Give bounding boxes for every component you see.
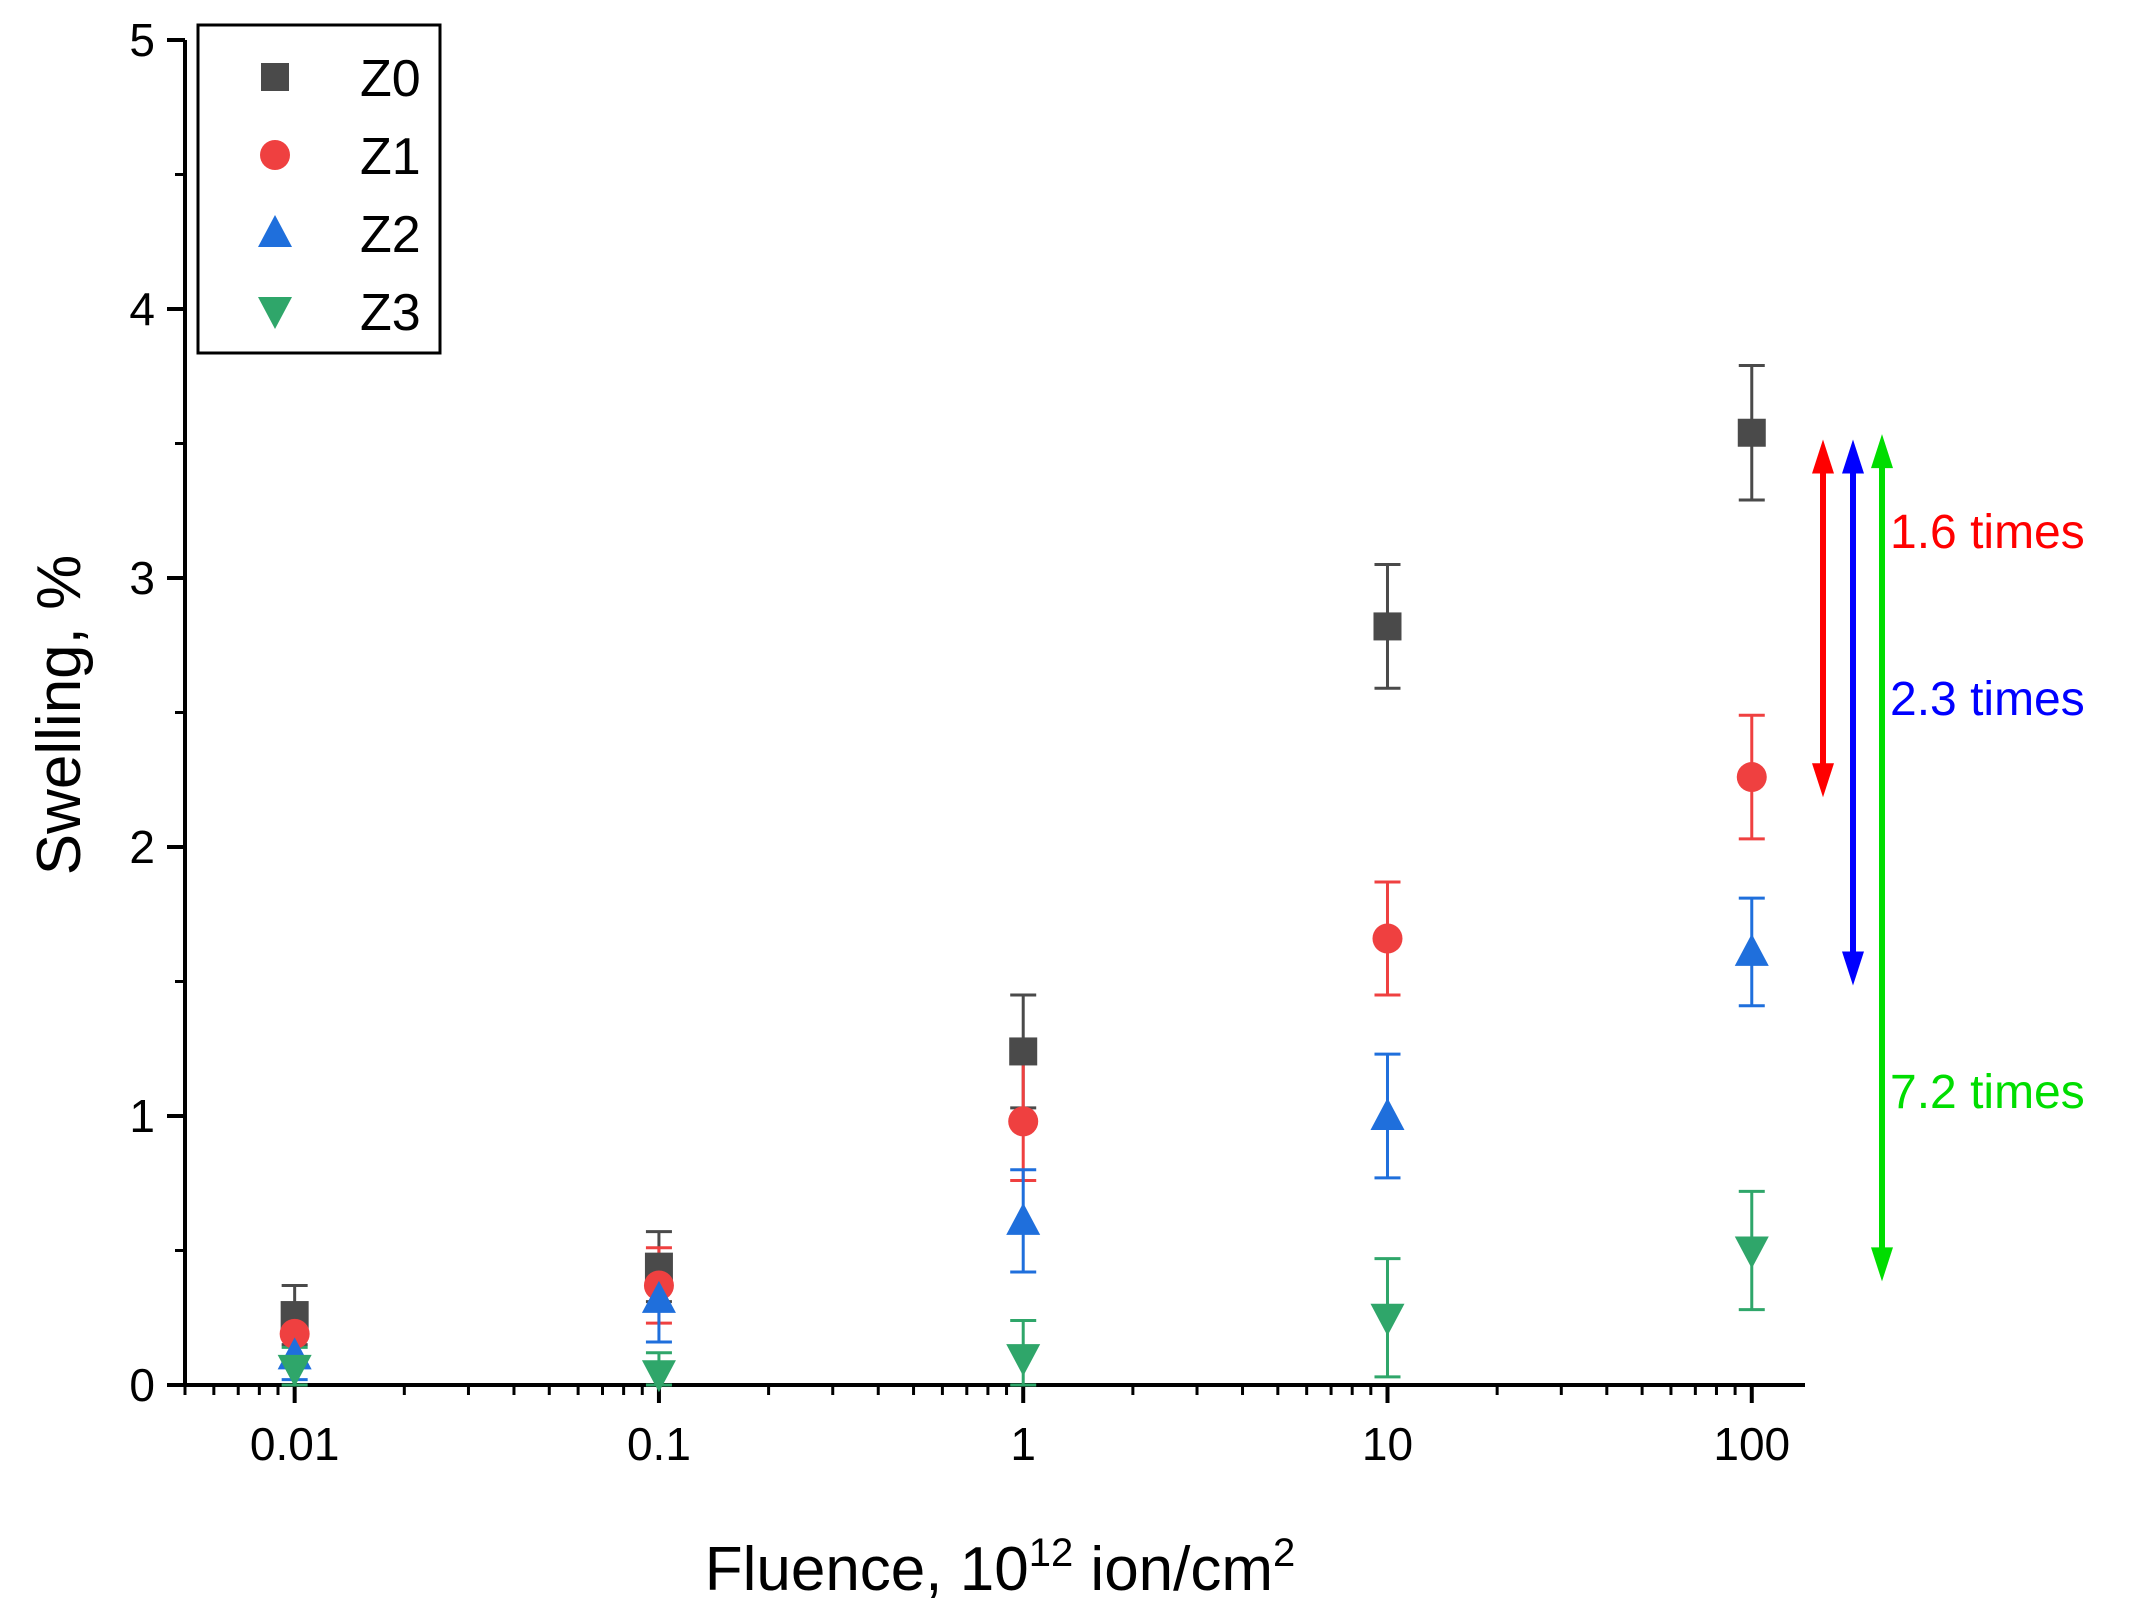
data-point-z2 <box>1734 933 1769 966</box>
annotation-arrowhead-top <box>1842 439 1864 474</box>
data-point-z0 <box>1009 1037 1038 1066</box>
legend-marker-z0 <box>261 63 289 91</box>
data-point-z3 <box>1734 1236 1769 1269</box>
axes-group: 0 1 2 3 4 5 0.01 0.1 1 10 100 <box>129 14 1805 1470</box>
y-tick-label: 0 <box>129 1359 155 1411</box>
legend: Z0 Z1 Z2 Z3 <box>196 23 442 355</box>
y-axis-title: Swelling, % <box>25 555 94 875</box>
y-tick-label: 4 <box>129 283 155 335</box>
data-point-z3 <box>1370 1303 1405 1336</box>
y-tick-label: 2 <box>129 821 155 873</box>
legend-marker-z3 <box>258 297 292 329</box>
y-tick-label: 5 <box>129 14 155 66</box>
legend-label-z0: Z0 <box>360 50 421 108</box>
y-tick-label: 1 <box>129 1090 155 1142</box>
x-tick-label: 1 <box>1010 1418 1036 1470</box>
annotation-label: 1.6 times <box>1890 506 2085 559</box>
annotation-label: 2.3 times <box>1890 673 2085 726</box>
x-tick-label: 0.1 <box>627 1418 691 1470</box>
data-point-z1 <box>1736 762 1767 793</box>
data-point-z2 <box>1006 1202 1041 1235</box>
data-point-z2 <box>1370 1098 1405 1130</box>
annotation-arrowhead-top <box>1871 434 1893 469</box>
data-point-z1 <box>1008 1106 1039 1137</box>
legend-label-z2: Z2 <box>360 206 421 264</box>
data-point-z0 <box>1737 418 1766 447</box>
data-point-z1 <box>279 1318 310 1349</box>
data-point-z3 <box>641 1360 676 1393</box>
data-point-z0 <box>1373 612 1402 641</box>
annotation-arrowhead-top <box>1812 439 1834 474</box>
annotation-arrowhead-bottom <box>1842 951 1864 986</box>
legend-marker-z1 <box>260 140 290 170</box>
legend-marker-z2 <box>258 215 292 247</box>
annotation-arrowhead-bottom <box>1871 1247 1893 1282</box>
x-axis-title: Fluence, 1012 ion/cm2 <box>705 1531 1296 1604</box>
data-point-z3 <box>1006 1344 1041 1377</box>
annotations: 1.6 times 2.3 times 7.2 times <box>1812 434 2085 1282</box>
annotation-label: 7.2 times <box>1890 1066 2085 1119</box>
data-point-z3 <box>277 1354 312 1387</box>
legend-label-z1: Z1 <box>360 128 421 186</box>
x-tick-label: 100 <box>1713 1418 1790 1470</box>
data-point-z1 <box>1372 923 1403 954</box>
legend-label-z3: Z3 <box>360 284 421 342</box>
y-tick-label: 3 <box>129 552 155 604</box>
annotation-arrowhead-bottom <box>1812 763 1834 798</box>
data-markers <box>277 418 1769 1393</box>
data-point-z2 <box>641 1280 676 1313</box>
x-tick-label: 10 <box>1362 1418 1413 1470</box>
x-tick-label: 0.01 <box>250 1418 340 1470</box>
legend-box <box>196 23 442 355</box>
